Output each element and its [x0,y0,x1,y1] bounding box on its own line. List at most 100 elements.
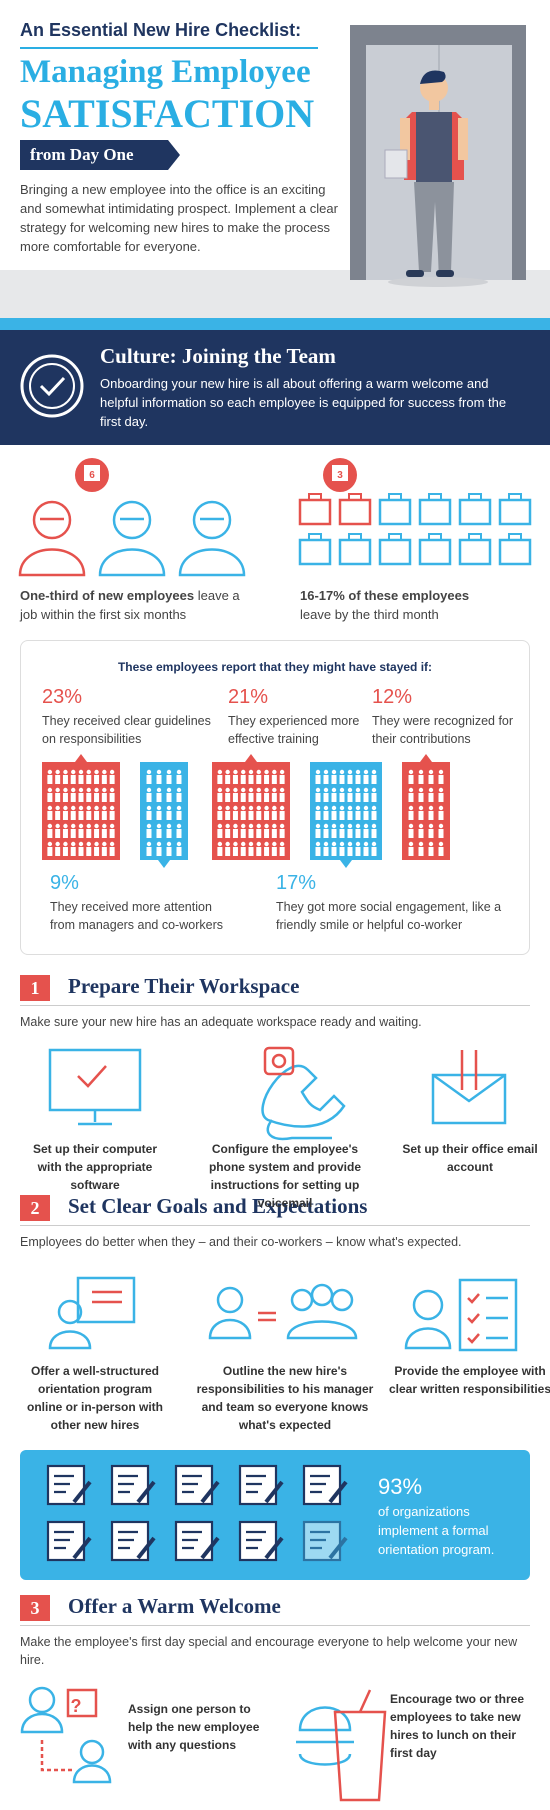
person-glyph [347,847,353,856]
pen [264,1480,284,1504]
section-art-g-circle [330,1288,354,1312]
person-glyph [315,775,321,784]
briefcase [298,538,332,566]
person-glyph [339,787,345,793]
section-art-g-path [296,1706,354,1766]
person-glyph [70,793,76,802]
person-glyph [279,811,285,820]
person-glyph [176,811,182,820]
section-number: 2 [20,1195,50,1221]
header-art-rect [406,270,424,277]
person-glyph [71,841,76,847]
person-glyph [256,829,262,838]
person-glyph [156,787,162,793]
person-glyph [176,775,182,784]
person-glyph [428,775,434,784]
section-title: Prepare Their Workspace [68,974,300,998]
block-arrow [75,754,87,762]
person-glyph [78,805,84,811]
section-number: 3 [20,1595,50,1621]
person-glyph [408,793,414,802]
person-glyph [264,793,270,802]
briefcase [338,498,372,526]
person-glyph [101,775,107,784]
person-glyph [217,775,223,784]
stat-bold: One-third of new employees [20,588,195,603]
person-glyph [47,793,53,802]
person-glyph [233,823,238,829]
person-glyph [428,787,434,793]
person-glyph [156,811,162,820]
person-glyph [102,769,107,775]
person-glyph [55,769,60,775]
person-glyph [272,787,277,793]
survey-box [20,640,530,955]
check-icon-path [39,376,66,397]
person-glyph [438,787,444,793]
item-caption: Encourage two or three employees to take… [390,1692,525,1760]
person-glyph [428,811,434,820]
person-glyph [102,823,107,829]
person-glyph [146,811,152,820]
briefcase [378,538,412,566]
person-glyph [355,793,361,802]
section-art-g-path [432,1073,506,1103]
person-glyph [279,847,285,856]
person-glyph [86,847,92,856]
person-glyph [78,793,84,802]
survey-text: They were recognized for their contribut… [372,714,514,746]
person-glyph [217,793,223,802]
person-glyph [371,805,377,811]
person-glyph [55,811,61,820]
person-glyph [94,811,100,820]
calendar-day: 6 [89,470,95,481]
document-icon [110,1520,156,1562]
header-art-rect [384,149,408,179]
section-art-g-path [208,1318,252,1340]
person-glyph [339,769,345,775]
header-art-path [420,70,446,84]
person-glyph [225,769,230,775]
person-glyph [428,823,434,829]
person-glyph [78,775,84,784]
section-art-g-path [48,1330,92,1350]
briefcase [338,538,372,566]
person-glyph [279,841,285,847]
section-rule [20,1625,530,1626]
person-glyph [339,847,345,856]
stat-text: One-third of new employees leave a job w… [20,586,260,624]
person-glyph [271,793,277,802]
person-glyph [146,787,152,793]
person-glyph [70,775,76,784]
person-glyph [428,793,434,802]
person-glyph [156,829,162,838]
person-glyph [176,829,182,838]
document-icon [46,1464,92,1506]
person-glyph [331,769,337,775]
person-glyph [355,805,361,811]
stripe [0,318,550,330]
person-glyph [156,841,162,847]
person-glyph [70,847,76,856]
person-glyph [78,787,84,793]
person-glyph [225,805,230,811]
person-glyph [94,787,99,793]
section-title: Set Clear Goals and Expectations [68,1194,368,1218]
section-art-g-circle [271,1053,287,1069]
culture-title: Culture: Joining the Team [100,344,336,368]
person-glyph [371,787,377,793]
person-glyph [94,805,99,811]
person-glyph [347,823,353,829]
person-glyph [55,829,61,838]
person-glyph [408,775,414,784]
person-glyph [146,847,152,856]
person-glyph [47,787,53,793]
person-glyph [71,787,76,793]
person-glyph [109,805,115,811]
person-glyph [438,841,444,847]
person-glyph [428,847,434,856]
person-glyph [146,769,152,775]
section-art-g-path [286,1320,358,1340]
person-glyph [371,841,377,847]
person-glyph [256,841,261,847]
